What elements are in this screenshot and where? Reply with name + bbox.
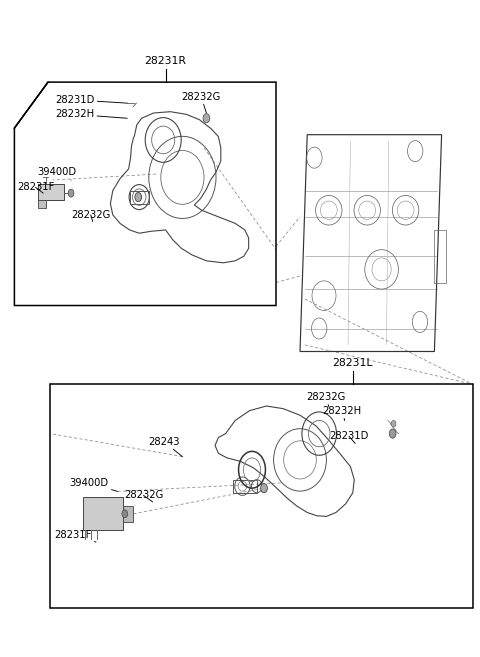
Circle shape <box>135 193 142 202</box>
Circle shape <box>122 510 128 518</box>
Text: 39400D: 39400D <box>37 167 77 180</box>
Text: 28232G: 28232G <box>181 91 221 113</box>
Text: 28232H: 28232H <box>323 405 362 420</box>
Circle shape <box>203 114 210 123</box>
Polygon shape <box>38 184 64 200</box>
Text: 28232H: 28232H <box>55 109 127 120</box>
Text: 28231F: 28231F <box>17 182 54 193</box>
Circle shape <box>389 429 396 438</box>
Polygon shape <box>123 506 133 522</box>
Text: 28231R: 28231R <box>144 56 187 66</box>
Text: 28231F: 28231F <box>54 530 96 542</box>
Polygon shape <box>38 200 46 208</box>
Text: 28232G: 28232G <box>306 392 346 407</box>
Circle shape <box>68 189 74 197</box>
Text: 28231L: 28231L <box>333 358 373 368</box>
Text: 28231D: 28231D <box>329 431 369 443</box>
Text: 28243: 28243 <box>148 436 182 457</box>
Text: 28232G: 28232G <box>124 490 163 502</box>
Text: 39400D: 39400D <box>70 478 118 491</box>
Circle shape <box>261 484 267 493</box>
Polygon shape <box>83 497 123 530</box>
Text: 28231D: 28231D <box>55 95 127 105</box>
Text: 28232G: 28232G <box>71 210 110 221</box>
Circle shape <box>391 420 396 427</box>
